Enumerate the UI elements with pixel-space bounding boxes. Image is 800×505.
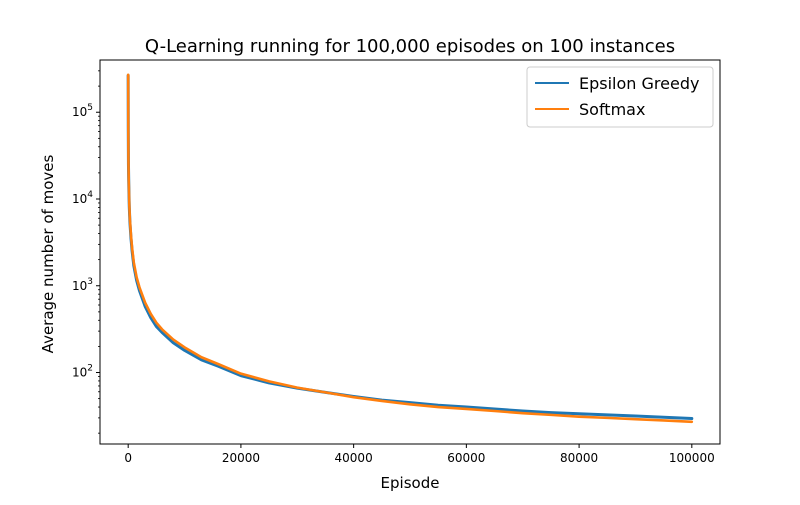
legend-label-1: Softmax [579, 100, 645, 119]
y-tick-label-3: 105 [72, 103, 93, 119]
series-layer [126, 73, 694, 424]
ticks-layer: 0 20000 40000 60000 80000 100000 102 103 104 105 [72, 70, 715, 465]
plot-frame [99, 59, 721, 445]
x-tick-label-1: 20000 [222, 451, 260, 465]
x-axis-label: Episode [381, 474, 440, 492]
legend: Epsilon Greedy Softmax [526, 66, 714, 128]
y-tick-label-0: 102 [72, 364, 93, 380]
x-tick-label-3: 60000 [447, 451, 485, 465]
x-tick-label-5: 100000 [669, 451, 715, 465]
x-tick-label-2: 40000 [335, 451, 373, 465]
legend-box [526, 66, 714, 128]
y-tick-label-2: 104 [72, 190, 93, 206]
chart-title: Q-Learning running for 100,000 episodes … [145, 36, 675, 57]
x-tick-label-4: 80000 [560, 451, 598, 465]
y-axis-label: Average number of moves [39, 155, 57, 354]
y-tick-label-1: 103 [72, 277, 93, 293]
x-tick-label-0: 0 [124, 451, 132, 465]
series-line-1 [126, 73, 694, 424]
legend-label-0: Epsilon Greedy [579, 74, 699, 93]
